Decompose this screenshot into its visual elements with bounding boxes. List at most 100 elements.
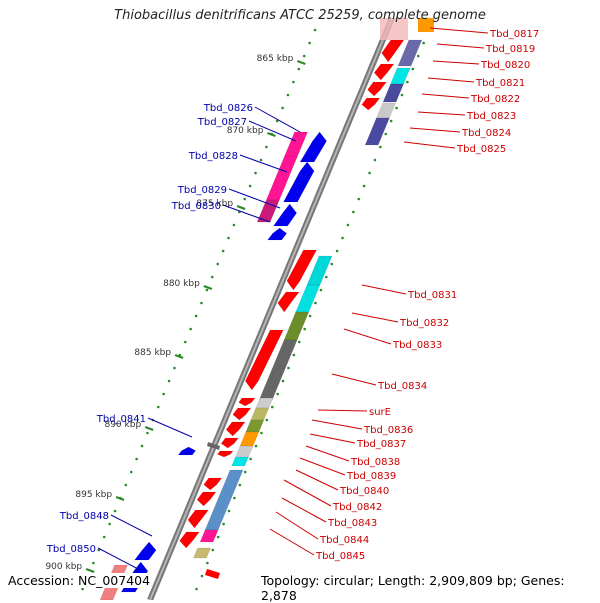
forward-gene-arrow <box>220 437 239 449</box>
reverse-gene-arrow <box>283 161 315 203</box>
gene-label-right: Tbd_0825 <box>456 144 506 155</box>
ring-dot-inner <box>108 522 111 526</box>
ring-dot-outer <box>243 470 247 474</box>
forward-gene-arrow <box>381 39 405 63</box>
kbp-label: 895 kbp <box>75 490 112 500</box>
ring-dot-inner <box>97 548 101 552</box>
genome-title: Thiobacillus denitrificans ATCC 25259, c… <box>114 8 486 23</box>
leader-line <box>351 312 399 323</box>
ring-dot-outer <box>216 535 220 539</box>
feature-block <box>207 442 220 450</box>
forward-gene-arrow <box>187 509 209 529</box>
leader-line <box>248 120 297 142</box>
kbp-label: 865 kbp <box>257 54 294 64</box>
forward-gene-arrow <box>225 421 246 437</box>
kbp-label: 875 kbp <box>196 199 233 209</box>
ring-dot-inner <box>194 314 198 318</box>
ring-dot-outer <box>362 184 366 188</box>
ring-dot-outer <box>206 561 209 565</box>
forward-gene-arrow <box>238 397 256 407</box>
gene-label-right: Tbd_0836 <box>363 425 413 436</box>
ring-dot-outer <box>287 366 290 370</box>
ring-dot-outer <box>395 106 398 110</box>
leader-line <box>421 93 470 99</box>
gene-label-right: Tbd_0824 <box>461 128 511 139</box>
kbp-label: 870 kbp <box>227 126 264 136</box>
leader-line <box>361 284 407 295</box>
kbp-label: 885 kbp <box>134 348 171 358</box>
feature-block <box>376 102 397 119</box>
gene-label-left: Tbd_0848 <box>59 511 109 522</box>
ring-dot-inner <box>313 28 317 32</box>
ring-dot-outer <box>325 275 328 279</box>
leader-line <box>317 409 368 412</box>
ring-dot-inner <box>140 444 144 448</box>
ring-dot-outer <box>281 379 285 383</box>
feature-block <box>255 397 274 409</box>
ring-dot-outer <box>276 392 279 396</box>
ring-dot-inner <box>129 470 133 474</box>
feature-block <box>364 117 390 146</box>
ring-dot-outer <box>335 249 339 253</box>
ring-dot-outer <box>211 548 215 552</box>
ring-dot-inner <box>275 119 279 123</box>
gene-label-right: Tbd_0838 <box>350 457 400 468</box>
ring-dot-inner <box>221 249 225 253</box>
gene-label-left: Tbd_0841 <box>96 414 146 425</box>
genome-ring <box>147 16 395 600</box>
ring-dot-outer <box>400 93 404 97</box>
ring-dot-inner <box>232 223 236 227</box>
reverse-gene-arrow <box>273 203 297 227</box>
ring-dot-outer <box>249 457 252 461</box>
gene-label-right: Tbd_0839 <box>346 471 396 482</box>
gene-label-right: Tbd_0823 <box>466 111 516 122</box>
ring-dot-inner <box>113 509 117 513</box>
feature-block <box>234 445 254 459</box>
ring-dot-outer <box>422 41 425 45</box>
reverse-gene-arrow <box>134 541 157 561</box>
forward-gene-arrow <box>196 491 217 507</box>
ring-dot-inner <box>211 275 214 279</box>
ring-dot-outer <box>406 80 409 84</box>
forward-gene-arrow <box>245 329 284 391</box>
backbone-highlight <box>149 17 393 600</box>
ring-dot-outer <box>308 314 312 318</box>
ring-dot-outer <box>260 431 263 435</box>
reverse-gene-arrow <box>177 446 196 456</box>
ring-dot-outer <box>292 353 296 357</box>
forward-gene-arrow <box>286 249 317 291</box>
feature-block <box>231 456 249 467</box>
ring-dot-inner <box>200 301 203 305</box>
forward-gene-arrow <box>205 569 220 579</box>
kbp-label: 900 kbp <box>45 562 82 572</box>
kbp-tick <box>203 284 213 291</box>
forward-gene-arrow <box>232 407 252 421</box>
gene-label-left: Tbd_0827 <box>197 117 247 128</box>
gene-label-right: Tbd_0833 <box>392 340 442 351</box>
ring-dot-outer <box>319 288 323 292</box>
forward-gene-arrow <box>367 81 387 97</box>
ring-dot-inner <box>227 236 230 240</box>
reverse-gene-arrow <box>267 227 288 241</box>
leader-line <box>228 188 281 209</box>
ring-dot-inner <box>205 288 209 292</box>
leader-line <box>409 127 461 133</box>
feature-block <box>295 284 321 313</box>
leader-line <box>343 328 392 345</box>
ring-dot-outer <box>233 496 236 500</box>
kbp-tick <box>144 425 154 432</box>
gene-label-right: Tbd_0845 <box>315 551 365 562</box>
kbp-tick <box>267 131 276 138</box>
leader-line <box>269 528 315 556</box>
ring-dot-inner <box>308 41 311 45</box>
ring-dot-outer <box>411 67 415 71</box>
leader-line <box>295 469 339 491</box>
ring-dot-inner <box>92 561 95 565</box>
gene-label-right: Tbd_0819 <box>485 44 535 55</box>
ring-dot-outer <box>303 327 306 331</box>
ring-dot-inner <box>189 327 192 331</box>
ring-dot-outer <box>227 509 231 513</box>
ring-dot-inner <box>156 405 160 409</box>
ring-dot-inner <box>259 158 263 162</box>
